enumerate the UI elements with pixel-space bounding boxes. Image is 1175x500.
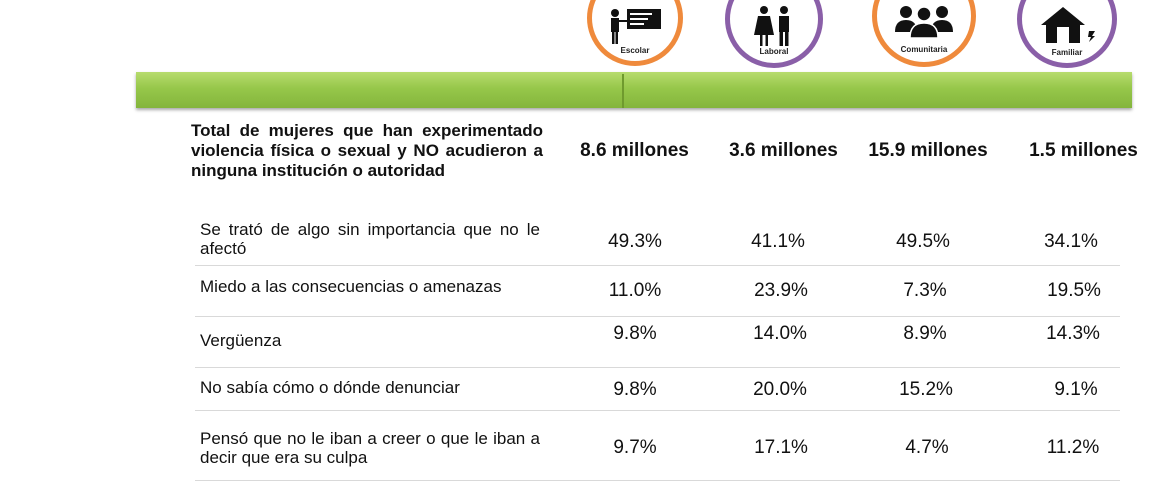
total-laboral: 3.6 millones [729,140,838,161]
table-cell: 14.3% [1046,323,1100,344]
icon-escolar: Escolar [587,0,683,66]
icon-comunitaria: Comunitaria [872,0,976,67]
total-escolar: 8.6 millones [580,140,689,161]
table-cell: 11.2% [1046,437,1100,458]
house-icon [1041,7,1095,43]
row-label: Vergüenza [200,331,282,350]
row-divider [195,480,1120,481]
table-cell: 4.7% [905,437,949,458]
row-divider [195,316,1120,317]
table-cell: 23.9% [754,280,808,301]
table-cell: 34.1% [1044,231,1098,252]
row-label: Se trató de algo sin importancia que no … [200,220,540,258]
table-cell: 9.1% [1054,379,1098,400]
green-header-bar [136,72,1132,108]
icon-label-escolar: Escolar [620,46,650,55]
icon-familiar: Familiar [1017,0,1117,68]
icon-label-comunitaria: Comunitaria [900,45,948,54]
icon-laboral: Laboral [725,0,823,68]
header-label: Total de mujeres que han experimentado v… [191,121,543,180]
total-familiar: 1.5 millones [1029,140,1138,161]
table-cell: 17.1% [754,437,808,458]
table-cell: 9.8% [613,379,657,400]
row-label: No sabía cómo o dónde denunciar [200,378,460,397]
row-divider [195,367,1120,368]
row-label: Pensó que no le iban a creer o que le ib… [200,429,540,467]
table-cell: 19.5% [1047,280,1101,301]
table-cell: 8.9% [903,323,947,344]
row-divider [195,410,1120,411]
table-cell: 49.5% [896,231,950,252]
teacher-board-icon [611,9,661,44]
table-cell: 41.1% [751,231,805,252]
icon-label-familiar: Familiar [1051,48,1083,57]
table-cell: 14.0% [753,323,807,344]
table-cell: 11.0% [608,280,662,301]
row-divider [195,265,1120,266]
row-label: Miedo a las consecuencias o amenazas [200,277,502,296]
table-cell: 9.7% [613,437,657,458]
table-cell: 49.3% [608,231,662,252]
table-cell: 9.8% [613,323,657,344]
group-people-icon [895,6,953,39]
total-comunitaria: 15.9 millones [868,140,988,161]
table-cell: 20.0% [753,379,807,400]
icon-label-laboral: Laboral [759,47,789,56]
couple-icon [754,6,789,46]
green-bar-divider [622,74,624,108]
table-cell: 15.2% [899,379,953,400]
table-cell: 7.3% [903,280,947,301]
